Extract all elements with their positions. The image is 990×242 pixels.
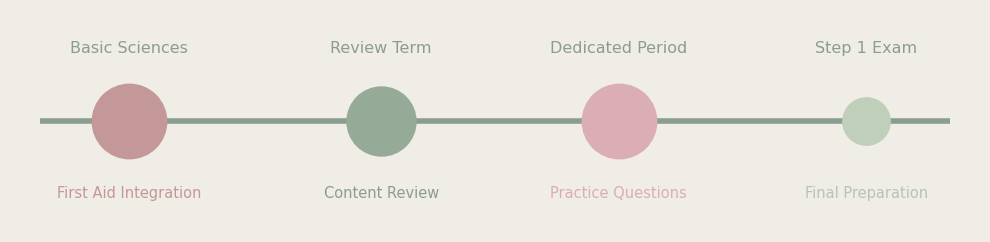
- Text: Step 1 Exam: Step 1 Exam: [815, 41, 918, 56]
- Point: [373, 119, 389, 123]
- Text: Dedicated Period: Dedicated Period: [550, 41, 687, 56]
- Text: Practice Questions: Practice Questions: [550, 186, 687, 201]
- Point: [121, 119, 137, 123]
- Text: Content Review: Content Review: [324, 186, 439, 201]
- Point: [858, 119, 874, 123]
- Text: Basic Sciences: Basic Sciences: [69, 41, 188, 56]
- Text: Final Preparation: Final Preparation: [805, 186, 928, 201]
- Text: Review Term: Review Term: [331, 41, 432, 56]
- Text: First Aid Integration: First Aid Integration: [56, 186, 201, 201]
- Point: [611, 119, 627, 123]
